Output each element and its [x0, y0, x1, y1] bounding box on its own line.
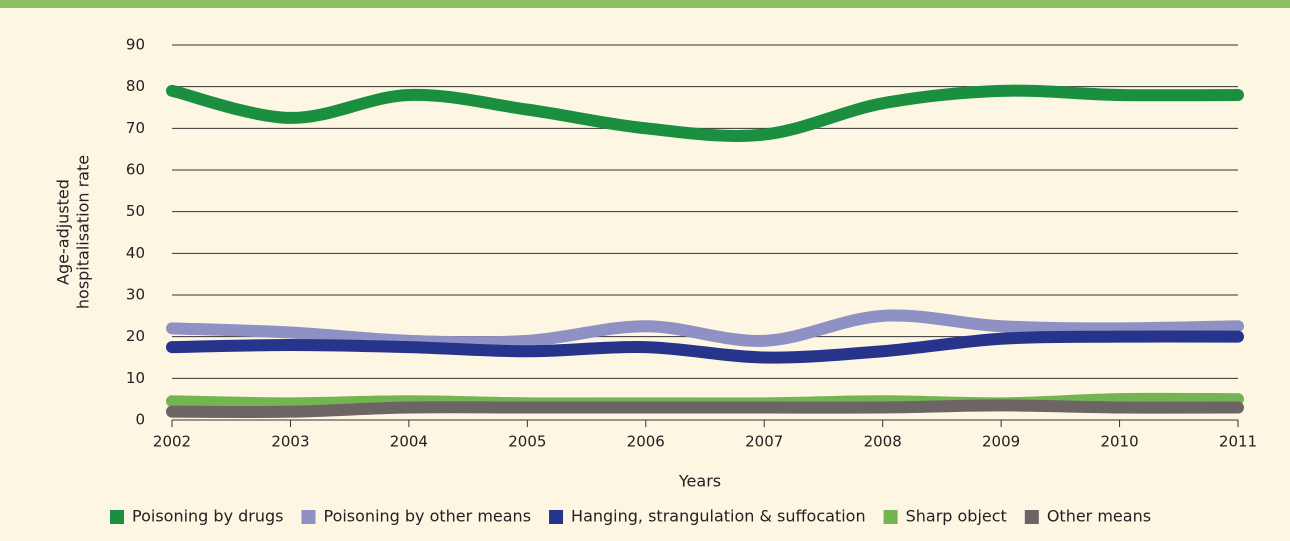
y-tick-label: 30 [126, 286, 145, 304]
x-tick-label: 2010 [1100, 433, 1138, 451]
y-tick-label: 50 [126, 202, 145, 220]
series-line [166, 309, 1244, 349]
legend-swatch [301, 510, 316, 524]
legend-label: Sharp object [906, 507, 1007, 526]
x-tick-label: 2006 [627, 433, 665, 451]
x-tick-label: 2008 [864, 433, 902, 451]
y-tick-label: 10 [126, 369, 145, 387]
y-tick-label: 40 [126, 244, 145, 262]
series-line [166, 330, 1244, 364]
legend-swatch [1024, 510, 1039, 524]
y-tick-label: 90 [126, 36, 145, 54]
y-tick-label: 0 [135, 411, 145, 429]
legend-label: Poisoning by other means [323, 507, 531, 526]
x-axis-label: Years [678, 472, 721, 491]
top-band [0, 0, 1290, 8]
legend-swatch [883, 510, 898, 524]
legend-label: Hanging, strangulation & suffocation [571, 507, 866, 526]
series-line [166, 399, 1244, 418]
y-tick-label: 80 [126, 77, 145, 95]
y-tick-label: 20 [126, 327, 145, 345]
series-line [166, 84, 1244, 142]
y-axis-label-line: Age-adjusted [54, 179, 73, 285]
y-axis-label: Age-adjusted hospitalisation rate [54, 155, 93, 309]
legend-label: Poisoning by drugs [132, 507, 283, 526]
x-tick-label: 2011 [1219, 433, 1257, 451]
x-tick-label: 2005 [508, 433, 546, 451]
y-tick-label: 60 [126, 161, 145, 179]
y-tick-label: 70 [126, 119, 145, 137]
legend-label: Other means [1047, 507, 1151, 526]
x-tick-label: 2003 [271, 433, 309, 451]
y-axis-label-line: hospitalisation rate [74, 155, 93, 309]
x-tick-label: 2007 [745, 433, 783, 451]
x-tick-label: 2002 [153, 433, 191, 451]
x-tick-label: 2004 [390, 433, 428, 451]
x-tick-label: 2009 [982, 433, 1020, 451]
legend-swatch [110, 510, 124, 524]
legend-swatch [549, 510, 564, 524]
